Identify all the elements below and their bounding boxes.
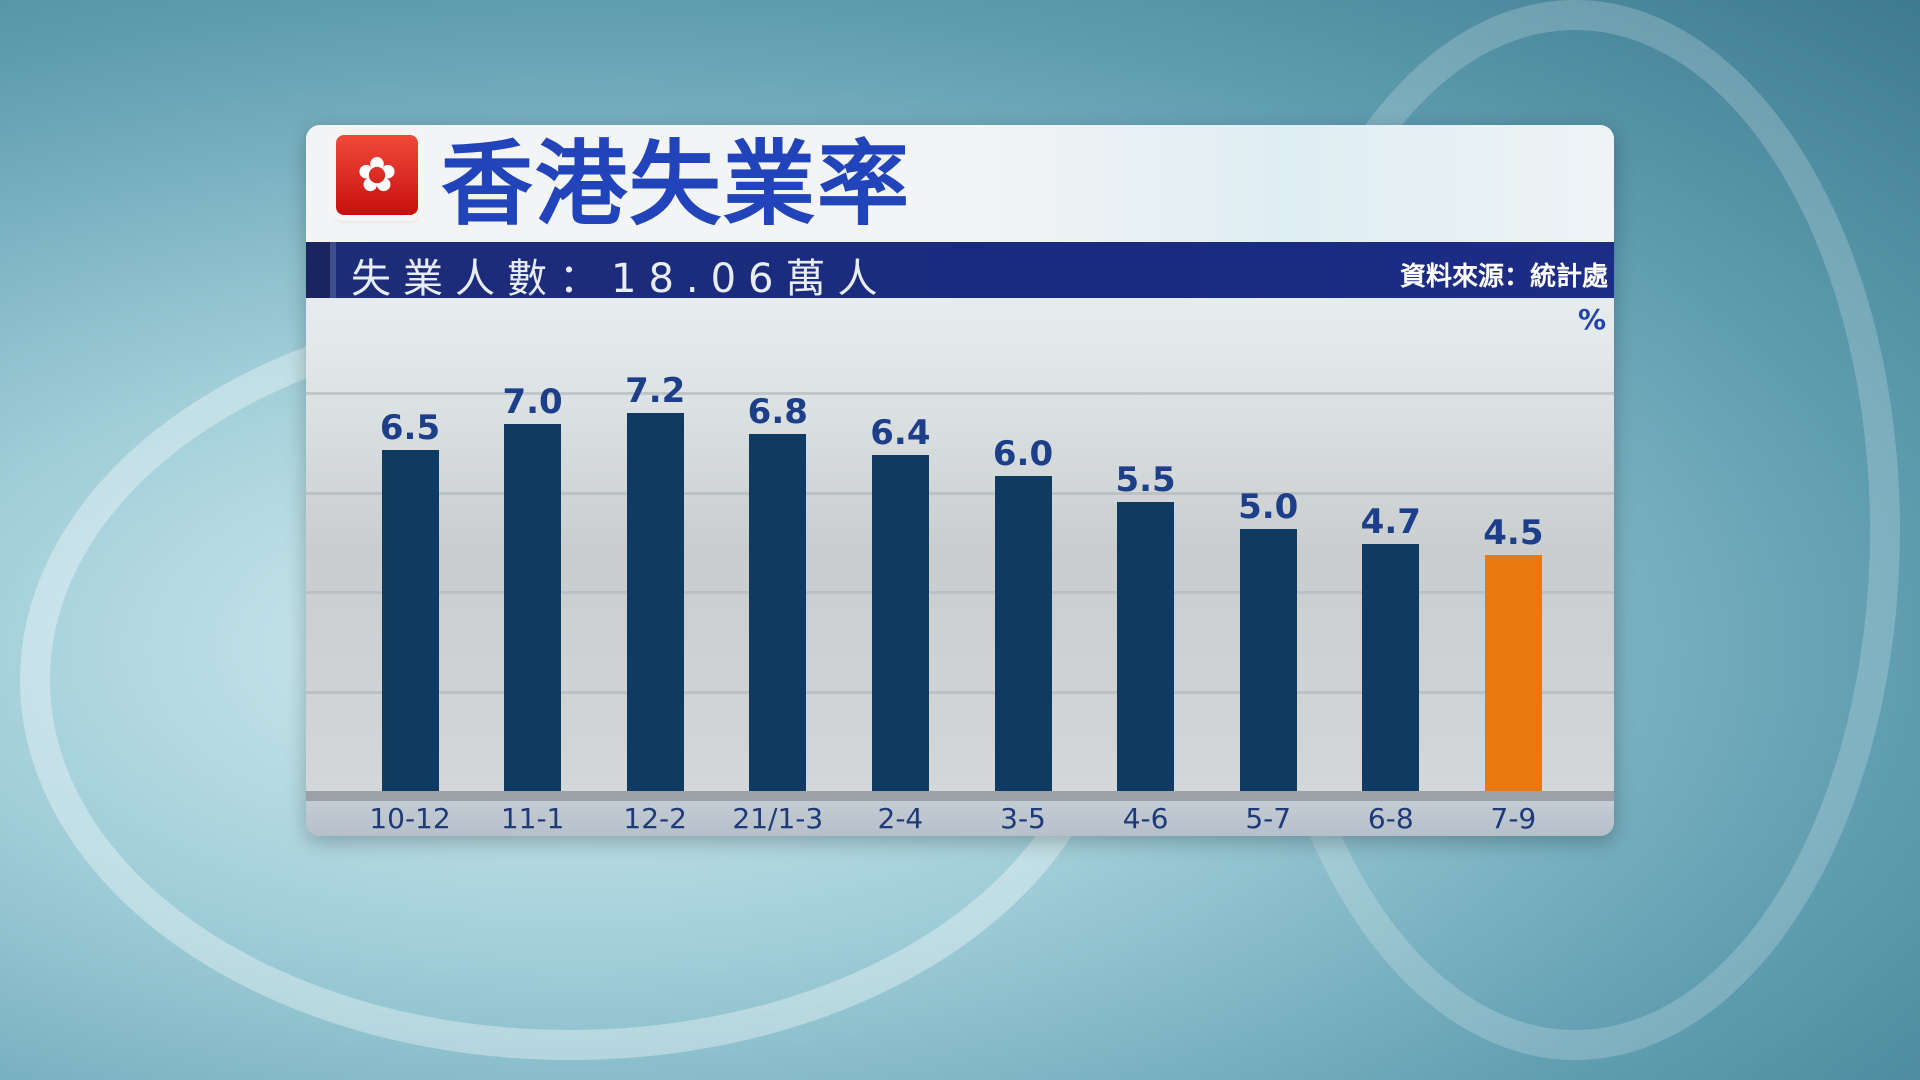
source-label: 資料來源：統計處 xyxy=(1399,262,1608,292)
x-axis-band xyxy=(306,801,1614,836)
gridline xyxy=(306,392,1614,395)
x-tick-label: 11-1 xyxy=(500,802,565,835)
bar xyxy=(1117,502,1175,791)
data-label: 7.0 xyxy=(502,381,563,422)
bar xyxy=(626,413,684,791)
bar xyxy=(1362,544,1420,791)
bar xyxy=(1484,554,1542,791)
bar xyxy=(1239,528,1297,791)
data-label: 6.0 xyxy=(992,434,1054,474)
data-label: 4.5 xyxy=(1483,512,1544,553)
x-axis-line xyxy=(306,791,1614,801)
data-label: 6.8 xyxy=(747,392,808,432)
data-label: 4.7 xyxy=(1360,502,1421,543)
chart-panel: ✿ 香港失業率 失業人數：18.06萬人 資料來源：統計處 % 6.5 10-12… xyxy=(306,125,1614,836)
subtitle: 失業人數：18.06萬人 xyxy=(351,256,890,302)
chart-title: 香港失業率 xyxy=(441,131,912,238)
data-label: 5.5 xyxy=(1115,460,1176,501)
data-label: 5.0 xyxy=(1238,486,1299,527)
bar xyxy=(994,476,1052,791)
data-label: 6.5 xyxy=(379,407,441,448)
bauhinia-flag-icon: ✿ xyxy=(336,135,418,215)
bar xyxy=(871,455,929,791)
bar xyxy=(504,423,562,791)
x-tick-label: 10-12 xyxy=(369,802,451,835)
title-bar: ✿ 香港失業率 xyxy=(306,125,1614,242)
x-tick-label: 3-5 xyxy=(1000,802,1046,835)
x-tick-label: 2-4 xyxy=(877,802,924,835)
band-accent xyxy=(306,242,336,298)
x-tick-label: 12-2 xyxy=(623,802,687,835)
data-label: 7.2 xyxy=(625,371,686,411)
bar xyxy=(749,434,807,791)
data-label: 6.4 xyxy=(870,413,931,453)
bar xyxy=(381,449,439,791)
x-tick-label: 7-9 xyxy=(1490,802,1537,835)
x-tick-label: 6-8 xyxy=(1367,802,1414,835)
x-tick-label: 21/1-3 xyxy=(732,802,824,835)
subtitle-band: 失業人數：18.06萬人 資料來源：統計處 xyxy=(306,242,1614,302)
gridline xyxy=(306,591,1614,594)
x-tick-label: 4-6 xyxy=(1122,802,1169,835)
gridline xyxy=(306,691,1614,694)
gridline xyxy=(306,492,1614,495)
y-unit-label: % xyxy=(1577,303,1606,336)
x-tick-label: 5-7 xyxy=(1245,802,1292,835)
